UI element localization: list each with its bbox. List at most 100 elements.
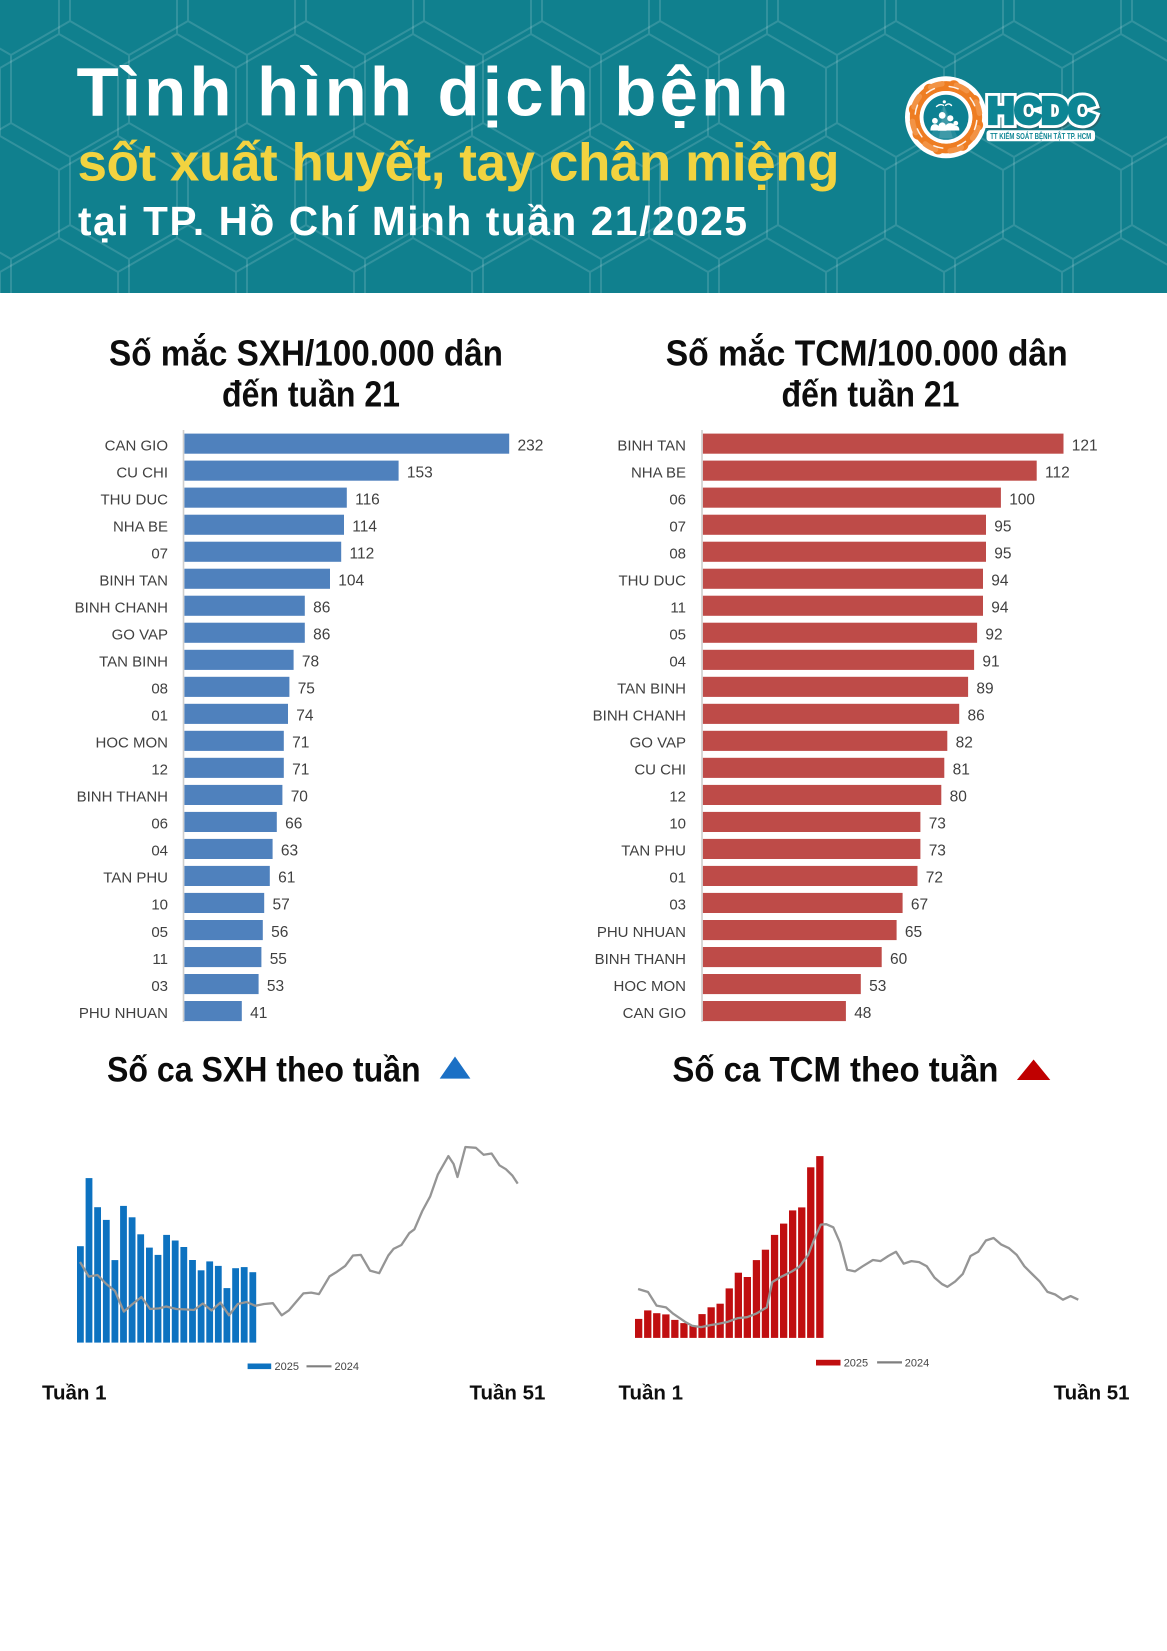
svg-text:TT KIỂM SOÁT BỆNH TẬT TP. HCM: TT KIỂM SOÁT BỆNH TẬT TP. HCM [990, 130, 1091, 141]
svg-text:THU DUC: THU DUC [619, 573, 687, 590]
svg-text:03: 03 [151, 978, 168, 995]
svg-text:BINH THANH: BINH THANH [595, 951, 686, 968]
svg-text:TAN BINH: TAN BINH [99, 654, 168, 671]
svg-text:Số mắc SXH/100.000 dân: Số mắc SXH/100.000 dân [109, 332, 503, 374]
svg-text:10: 10 [669, 816, 686, 833]
svg-text:91: 91 [982, 654, 999, 671]
svg-text:112: 112 [1045, 464, 1070, 481]
svg-text:tại TP. Hồ Chí Minh tuần 21/20: tại TP. Hồ Chí Minh tuần 21/2025 [78, 198, 747, 244]
svg-text:THU DUC: THU DUC [101, 491, 169, 508]
svg-text:08: 08 [669, 546, 686, 563]
svg-text:TAN PHU: TAN PHU [103, 870, 168, 887]
svg-text:HCDC: HCDC [989, 92, 1096, 133]
svg-text:86: 86 [313, 600, 330, 617]
svg-text:HCDC: HCDC [988, 90, 1095, 131]
svg-text:NHA BE: NHA BE [113, 519, 168, 536]
svg-text:Số mắc TCM/100.000 dân: Số mắc TCM/100.000 dân [666, 332, 1068, 374]
svg-text:03: 03 [669, 897, 686, 914]
svg-text:121: 121 [1072, 437, 1098, 454]
svg-text:104: 104 [338, 573, 364, 590]
svg-text:GO VAP: GO VAP [112, 627, 168, 644]
svg-text:NHA BE: NHA BE [631, 464, 686, 481]
svg-text:sốt xuất huyết, tay chân miệng: sốt xuất huyết, tay chân miệng [78, 133, 840, 192]
svg-text:92: 92 [985, 627, 1002, 644]
svg-text:08: 08 [151, 681, 168, 698]
svg-text:232: 232 [518, 437, 544, 454]
svg-text:53: 53 [869, 978, 886, 995]
svg-text:06: 06 [669, 491, 686, 508]
svg-text:65: 65 [905, 924, 922, 941]
svg-text:86: 86 [968, 708, 985, 725]
svg-text:2025: 2025 [844, 1358, 868, 1370]
svg-text:116: 116 [355, 491, 380, 508]
svg-text:72: 72 [926, 870, 943, 887]
svg-text:100: 100 [1009, 491, 1035, 508]
svg-text:81: 81 [953, 762, 970, 779]
svg-text:2025: 2025 [275, 1361, 299, 1373]
svg-text:GO VAP: GO VAP [630, 735, 686, 752]
svg-text:94: 94 [991, 600, 1009, 617]
svg-text:BINH THANH: BINH THANH [77, 789, 168, 806]
svg-text:Tuần 51: Tuần 51 [469, 1382, 545, 1405]
svg-text:HCDC: HCDC [988, 90, 1095, 131]
svg-text:57: 57 [273, 897, 290, 914]
svg-text:153: 153 [407, 464, 433, 481]
svg-text:12: 12 [669, 789, 686, 806]
svg-text:CU CHI: CU CHI [116, 464, 168, 481]
svg-text:78: 78 [302, 654, 319, 671]
svg-text:73: 73 [929, 843, 946, 860]
svg-text:10: 10 [151, 897, 168, 914]
svg-text:07: 07 [669, 519, 686, 536]
svg-text:75: 75 [298, 681, 315, 698]
svg-text:2024: 2024 [905, 1358, 929, 1370]
svg-text:56: 56 [271, 924, 288, 941]
svg-text:Số ca TCM theo tuần: Số ca TCM theo tuần [672, 1049, 998, 1089]
svg-text:86: 86 [313, 627, 330, 644]
svg-text:Tuần 1: Tuần 1 [42, 1382, 107, 1405]
svg-text:04: 04 [151, 843, 168, 860]
svg-text:Số ca SXH theo tuần: Số ca SXH theo tuần [107, 1049, 421, 1089]
svg-text:71: 71 [292, 762, 309, 779]
svg-text:TAN PHU: TAN PHU [621, 843, 686, 860]
svg-text:114: 114 [352, 519, 377, 536]
svg-text:01: 01 [151, 708, 168, 725]
svg-text:CAN GIO: CAN GIO [105, 437, 168, 454]
svg-text:Tình hình dịch bệnh: Tình hình dịch bệnh [77, 54, 789, 131]
svg-text:41: 41 [250, 1005, 267, 1022]
svg-text:53: 53 [267, 978, 284, 995]
svg-text:11: 11 [152, 951, 168, 968]
svg-text:HOC MON: HOC MON [614, 978, 687, 995]
svg-text:82: 82 [956, 735, 973, 752]
svg-text:63: 63 [281, 843, 298, 860]
svg-text:70: 70 [291, 789, 309, 806]
svg-text:04: 04 [669, 654, 686, 671]
svg-text:73: 73 [929, 816, 946, 833]
svg-text:PHU NHUAN: PHU NHUAN [597, 924, 686, 941]
svg-text:112: 112 [350, 546, 375, 563]
svg-text:61: 61 [278, 870, 295, 887]
svg-text:60: 60 [890, 951, 908, 968]
svg-text:đến tuần 21: đến tuần 21 [222, 373, 400, 414]
svg-text:Tuần 51: Tuần 51 [1054, 1382, 1130, 1405]
svg-text:48: 48 [854, 1005, 871, 1022]
svg-text:BINH TAN: BINH TAN [617, 437, 686, 454]
svg-text:95: 95 [994, 519, 1011, 536]
svg-text:CU CHI: CU CHI [634, 762, 686, 779]
svg-text:07: 07 [151, 546, 168, 563]
svg-text:80: 80 [950, 789, 968, 806]
svg-text:CAN GIO: CAN GIO [623, 1005, 686, 1022]
svg-text:TAN BINH: TAN BINH [617, 681, 686, 698]
svg-text:05: 05 [151, 924, 168, 941]
svg-text:BINH TAN: BINH TAN [99, 573, 168, 590]
svg-text:74: 74 [296, 708, 314, 725]
svg-text:HOC MON: HOC MON [96, 735, 169, 752]
svg-text:95: 95 [994, 546, 1011, 563]
svg-text:66: 66 [285, 816, 302, 833]
svg-text:01: 01 [669, 870, 686, 887]
svg-text:12: 12 [151, 762, 168, 779]
svg-text:94: 94 [991, 573, 1009, 590]
svg-text:đến tuần 21: đến tuần 21 [782, 373, 960, 414]
svg-text:89: 89 [976, 681, 993, 698]
svg-text:BINH CHANH: BINH CHANH [593, 708, 686, 725]
svg-text:PHU NHUAN: PHU NHUAN [79, 1005, 168, 1022]
